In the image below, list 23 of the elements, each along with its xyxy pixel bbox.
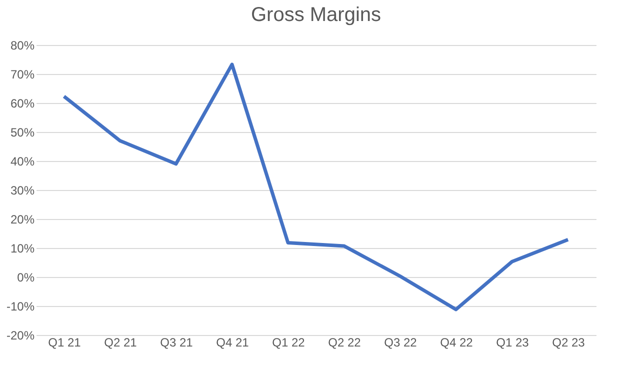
y-tick-label: 40%	[10, 154, 35, 168]
y-tick-label: 0%	[17, 270, 35, 284]
x-tick-label: Q2 23	[552, 336, 586, 350]
x-tick-label: Q2 21	[104, 336, 138, 350]
y-tick-label: 50%	[10, 126, 35, 140]
x-tick-label: Q1 22	[272, 336, 306, 350]
y-tick-label: 30%	[10, 184, 35, 198]
x-tick-label: Q3 22	[384, 336, 418, 350]
y-tick-label: 20%	[10, 212, 35, 226]
x-tick-label: Q4 22	[440, 336, 474, 350]
y-tick-label: 10%	[10, 242, 35, 256]
y-tick-label: -10%	[6, 300, 35, 314]
x-tick-label: Q1 21	[48, 336, 82, 350]
x-tick-label: Q3 21	[160, 336, 194, 350]
x-tick-label: Q2 22	[328, 336, 362, 350]
chart-title: Gross Margins	[250, 4, 382, 26]
x-tick-label: Q1 23	[496, 336, 530, 350]
y-tick-label: -20%	[6, 328, 35, 342]
y-tick-label: 70%	[10, 68, 35, 82]
x-tick-label: Q4 21	[216, 336, 250, 350]
y-tick-label: 60%	[10, 96, 35, 110]
y-tick-label: 80%	[10, 38, 35, 52]
line-series	[62, 62, 570, 312]
